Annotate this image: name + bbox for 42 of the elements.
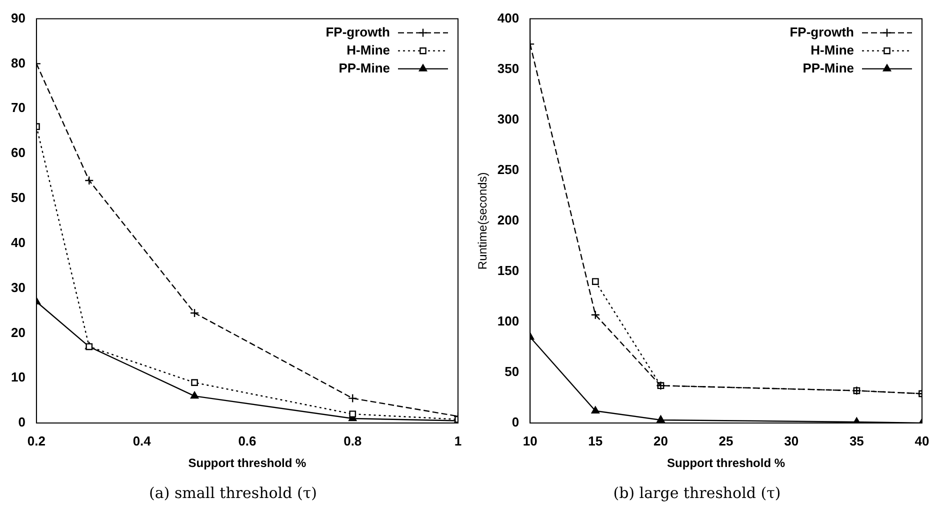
x-tick-label: 0.4	[132, 433, 152, 448]
x-tick-label: 1	[454, 433, 462, 448]
x-tick-label: 0.6	[238, 433, 256, 448]
y-tick-label: 30	[10, 280, 26, 295]
legend-label: PP-Mine	[338, 60, 390, 76]
x-tick-label: 40	[914, 433, 930, 448]
y-tick-label: 50	[10, 190, 26, 206]
x-tick-label: 15	[588, 433, 603, 448]
y-tick-label: 0	[18, 414, 26, 430]
legend-label: PP-Mine	[802, 60, 854, 76]
y-tick-label: 200	[497, 212, 520, 228]
y-tick-label: 150	[497, 263, 520, 278]
y-tick-label: 100	[497, 314, 520, 329]
y-tick-label: 300	[497, 111, 520, 126]
y-tick-label: 50	[504, 364, 520, 380]
legend-label: H-Mine	[810, 42, 854, 58]
x-tick-label: 25	[718, 433, 734, 448]
x-tick-label: 10	[522, 433, 538, 448]
y-tick-label: 10	[10, 370, 26, 385]
x-tick-label: 20	[653, 433, 668, 448]
y-tick-label: 400	[497, 10, 520, 26]
x-axis-title: Support threshold %	[188, 456, 307, 470]
x-tick-label: 35	[849, 433, 864, 448]
x-tick-label: 30	[784, 433, 799, 448]
y-tick-label: 90	[10, 10, 26, 26]
legend-label: H-Mine	[346, 42, 390, 58]
legend-label: FP-growth	[790, 24, 854, 40]
x-tick-label: 0.8	[344, 433, 362, 448]
y-tick-label: 60	[10, 145, 26, 160]
y-tick-label: 40	[10, 234, 26, 250]
y-tick-label: 350	[497, 60, 520, 76]
y-tick-label: 80	[10, 55, 26, 70]
text: (a) small threshold (τ)	[149, 484, 317, 502]
y-tick-label: 0	[512, 414, 520, 430]
y-tick-label: 70	[10, 100, 26, 116]
x-axis-title: Support threshold %	[667, 456, 786, 470]
y-axis-title: Runtime(seconds)	[476, 172, 490, 270]
text: (b) large threshold (τ)	[613, 484, 781, 502]
y-tick-label: 20	[10, 324, 26, 340]
y-tick-label: 250	[497, 162, 520, 177]
legend-label: FP-growth	[326, 24, 390, 40]
x-tick-label: 0.2	[27, 433, 46, 448]
